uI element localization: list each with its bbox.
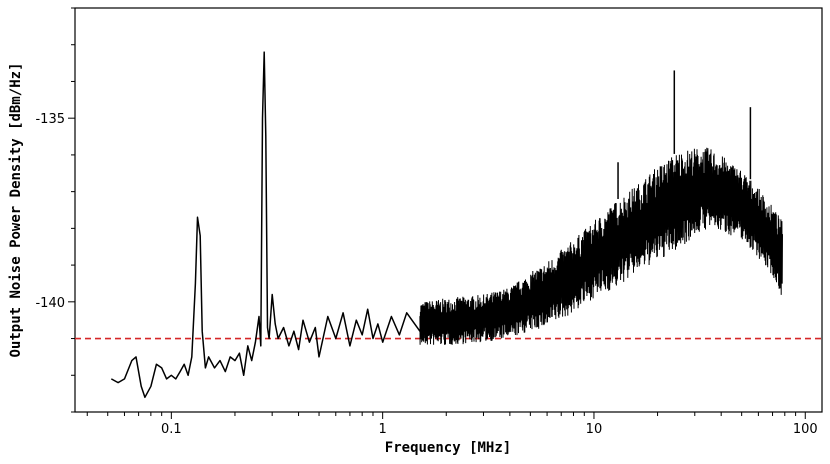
x-tick-label: 0.1: [161, 422, 182, 437]
y-tick-label: -135: [35, 112, 65, 127]
x-tick-label: 1: [379, 422, 387, 437]
y-axis-label: Output Noise Power Density [dBm/Hz]: [8, 62, 24, 357]
y-tick-label: -140: [35, 296, 65, 311]
noise-band: [419, 147, 783, 345]
axes: 0.1 1 10 100 -135 -140: [35, 7, 818, 437]
x-axis-label: Frequency [MHz]: [385, 440, 511, 456]
plot-frame: [74, 7, 823, 413]
plot-area: [75, 51, 822, 399]
x-tick-label: 10: [586, 422, 603, 437]
x-tick-label: 100: [793, 422, 818, 437]
series-line-0: [110, 51, 511, 399]
